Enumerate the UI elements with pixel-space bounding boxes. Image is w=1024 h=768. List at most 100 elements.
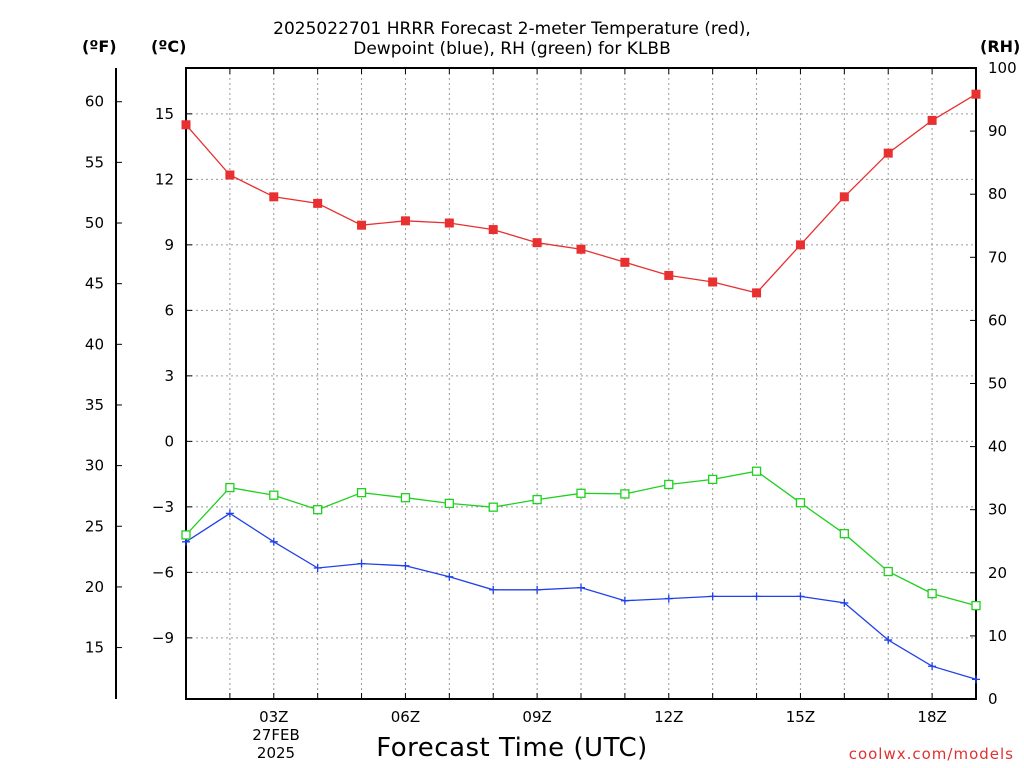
dewpoint-point [664, 594, 673, 603]
temperature-point [532, 238, 542, 248]
y-tick-label-rh: 90 [988, 122, 1007, 140]
rh-point [269, 490, 279, 500]
dewpoint-point [313, 563, 322, 572]
y-tick-label-c: 9 [164, 236, 174, 254]
dewpoint-point [840, 598, 849, 607]
rh-point [971, 600, 981, 611]
rh-point [620, 489, 630, 499]
temperature-point [620, 257, 630, 267]
rh-point [664, 479, 674, 490]
y-tick-label-f: 35 [85, 396, 104, 414]
rh-point [883, 566, 893, 577]
y-tick-label-f: 60 [85, 93, 104, 111]
rh-point [576, 488, 586, 498]
y-tick-label-rh: 10 [988, 627, 1007, 645]
temperature-point [400, 216, 410, 226]
dewpoint-point [577, 583, 585, 592]
y-tick-label-f: 55 [85, 153, 104, 171]
y-tick-label-c: 6 [164, 301, 174, 319]
dewpoint-point [357, 559, 366, 568]
y-tick-label-f: 40 [85, 335, 104, 353]
dewpoint-point [445, 572, 454, 581]
y-tick-label-c: 12 [155, 170, 174, 188]
x-tick-label: 15Z [786, 708, 815, 726]
y-tick-label-f: 25 [85, 517, 104, 535]
dewpoint-point [796, 592, 805, 601]
y-tick-label-c: −9 [152, 629, 174, 647]
y-tick-label-c: −6 [152, 563, 174, 581]
y-tick-label-rh: 20 [988, 564, 1007, 582]
x-tick-label: 09Z [522, 708, 551, 726]
temperature-point [664, 270, 674, 280]
rh-point [225, 482, 235, 493]
y-tick-label-rh: 0 [988, 690, 998, 708]
rh-point [488, 502, 498, 512]
y-tick-label-f: 30 [85, 457, 104, 475]
dewpoint-point [972, 675, 980, 684]
plot-frame [185, 67, 977, 700]
year-label: 2025 [256, 744, 296, 762]
x-axis-title: Forecast Time (UTC) [376, 733, 648, 763]
y-tick-label-c: 3 [164, 367, 174, 385]
rh-point [356, 488, 367, 498]
dewpoint-point [928, 662, 937, 671]
dewpoint-point [401, 561, 410, 570]
x-tick-label: 18Z [917, 708, 946, 726]
temperature-point [795, 240, 805, 250]
temperature-point [971, 89, 981, 99]
dewpoint-point [708, 592, 717, 601]
y-tick-label-rh: 60 [988, 311, 1007, 329]
y-tick-label-rh: 70 [988, 248, 1007, 266]
x-tick-label: 12Z [654, 708, 683, 726]
rh-point [839, 529, 849, 539]
rh-point [313, 505, 323, 515]
rh-point [795, 498, 806, 508]
rh-point [444, 498, 454, 509]
temperature-point [927, 115, 937, 125]
y-tick-label-rh: 50 [988, 375, 1007, 393]
dewpoint-point [752, 592, 761, 601]
y-tick-label-c: 0 [164, 432, 174, 450]
fahrenheit-unit-label: (ºF) [82, 37, 117, 56]
temperature-point [752, 288, 762, 298]
rh-point [708, 474, 718, 485]
y-tick-label-c: −3 [152, 498, 174, 516]
dewpoint-point [884, 636, 893, 645]
x-tick-label: 03Z [259, 708, 288, 726]
temperature-point [839, 192, 849, 202]
temperature-point [576, 244, 586, 254]
x-tick-label: 06Z [391, 708, 420, 726]
y-tick-label-rh: 40 [988, 438, 1007, 456]
temperature-point [488, 225, 498, 235]
y-tick-label-f: 50 [85, 214, 104, 232]
dewpoint-point [225, 509, 234, 518]
chart-title-line2: Dewpoint (blue), RH (green) for KLBB [353, 39, 671, 59]
rh-point [181, 530, 191, 540]
date-label: 27FEB [252, 726, 300, 744]
dewpoint-point [533, 585, 542, 594]
y-tick-label-f: 20 [85, 578, 104, 596]
temperature-point [225, 170, 235, 180]
dewpoint-point [269, 537, 278, 546]
temperature-point [357, 220, 367, 230]
rh-point [532, 494, 542, 505]
temperature-point [883, 148, 893, 158]
rh-point [751, 466, 762, 476]
y-tick-label-rh: 80 [988, 185, 1007, 203]
rh-unit-label: (RH) [980, 37, 1021, 56]
temperature-point [313, 198, 323, 208]
y-tick-label-rh: 30 [988, 501, 1007, 519]
dewpoint-point [620, 596, 629, 605]
temperature-point [269, 192, 279, 202]
rh-point [927, 588, 937, 599]
temperature-point [444, 218, 454, 228]
rh-point [400, 493, 411, 503]
chart-title-line1: 2025022701 HRRR Forecast 2-meter Tempera… [273, 19, 751, 39]
temperature-point [181, 120, 191, 130]
celsius-unit-label: (ºC) [151, 37, 187, 56]
y-tick-label-f: 45 [85, 275, 104, 293]
source-credit: coolwx.com/models [848, 745, 1014, 763]
dewpoint-point [489, 585, 498, 594]
y-tick-label-c: 15 [155, 105, 174, 123]
